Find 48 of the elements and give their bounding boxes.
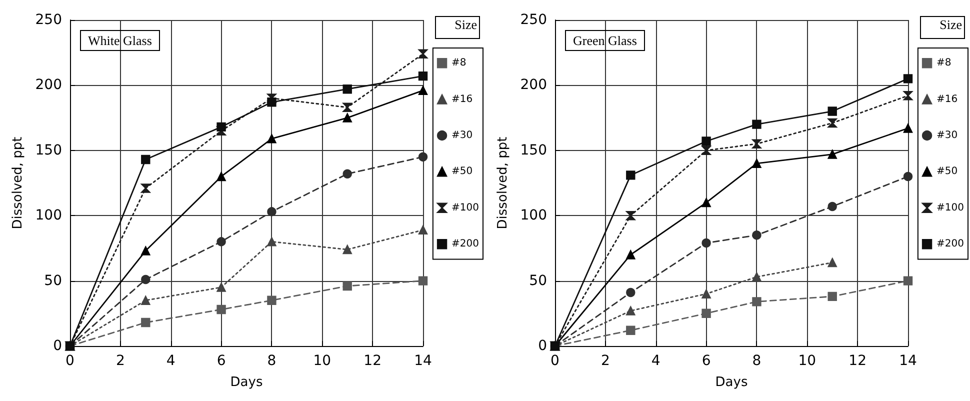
legend-label: #8	[936, 58, 952, 69]
y-tick-label: 200	[35, 77, 62, 94]
y-tick-label: 0	[538, 338, 547, 354]
x-tick-label: 14	[899, 353, 917, 369]
legend-label: #100	[452, 202, 480, 214]
x-axis-title: Days	[230, 375, 263, 390]
y-axis-title: Dissolved, ppt	[495, 136, 510, 230]
legend-label: #200	[452, 238, 480, 250]
y-tick-label: 250	[35, 12, 62, 28]
y-tick-label: 150	[35, 142, 62, 158]
x-tick-label: 8	[267, 353, 276, 369]
legend-label: #16	[936, 94, 958, 105]
legend-label: #16	[452, 94, 473, 105]
x-tick-label: 10	[313, 353, 332, 369]
legend-title: Size	[940, 17, 962, 32]
y-tick-label: 200	[520, 77, 547, 94]
y-tick-label: 50	[529, 272, 547, 289]
x-tick-label: 14	[414, 353, 432, 369]
x-tick-label: 12	[848, 353, 866, 369]
legend-label: #200	[936, 238, 964, 250]
legend-label: #100	[936, 202, 964, 214]
x-axis-title: Days	[715, 375, 748, 390]
x-tick-label: 2	[116, 353, 125, 369]
y-tick-label: 250	[520, 12, 547, 28]
y-tick-label: 0	[53, 338, 62, 354]
x-tick-label: 0	[66, 353, 74, 369]
legend-label: #8	[452, 58, 466, 69]
y-tick-label: 100	[35, 208, 62, 224]
x-tick-label: 10	[798, 353, 816, 369]
x-tick-label: 8	[752, 353, 762, 369]
y-axis-title: Dissolved, ppt	[10, 136, 26, 230]
text: White Glass	[88, 33, 152, 48]
x-tick-label: 6	[216, 353, 226, 369]
y-tick-label: 50	[44, 272, 62, 289]
x-tick-label: 2	[600, 353, 610, 369]
x-tick-label: 12	[364, 353, 382, 369]
y-tick-label: 100	[520, 208, 547, 224]
x-tick-label: 4	[166, 353, 176, 369]
legend-label: #50	[936, 166, 958, 178]
y-tick-label: 150	[520, 142, 547, 158]
legend-label: #30	[936, 130, 958, 141]
x-tick-label: 6	[702, 353, 711, 369]
legend-label: #30	[452, 130, 473, 141]
x-tick-label: 0	[550, 353, 560, 369]
legend-title: Size	[454, 17, 478, 32]
text: Green Glass	[573, 33, 637, 48]
x-tick-label: 4	[651, 353, 660, 369]
legend-label: #50	[452, 166, 473, 178]
